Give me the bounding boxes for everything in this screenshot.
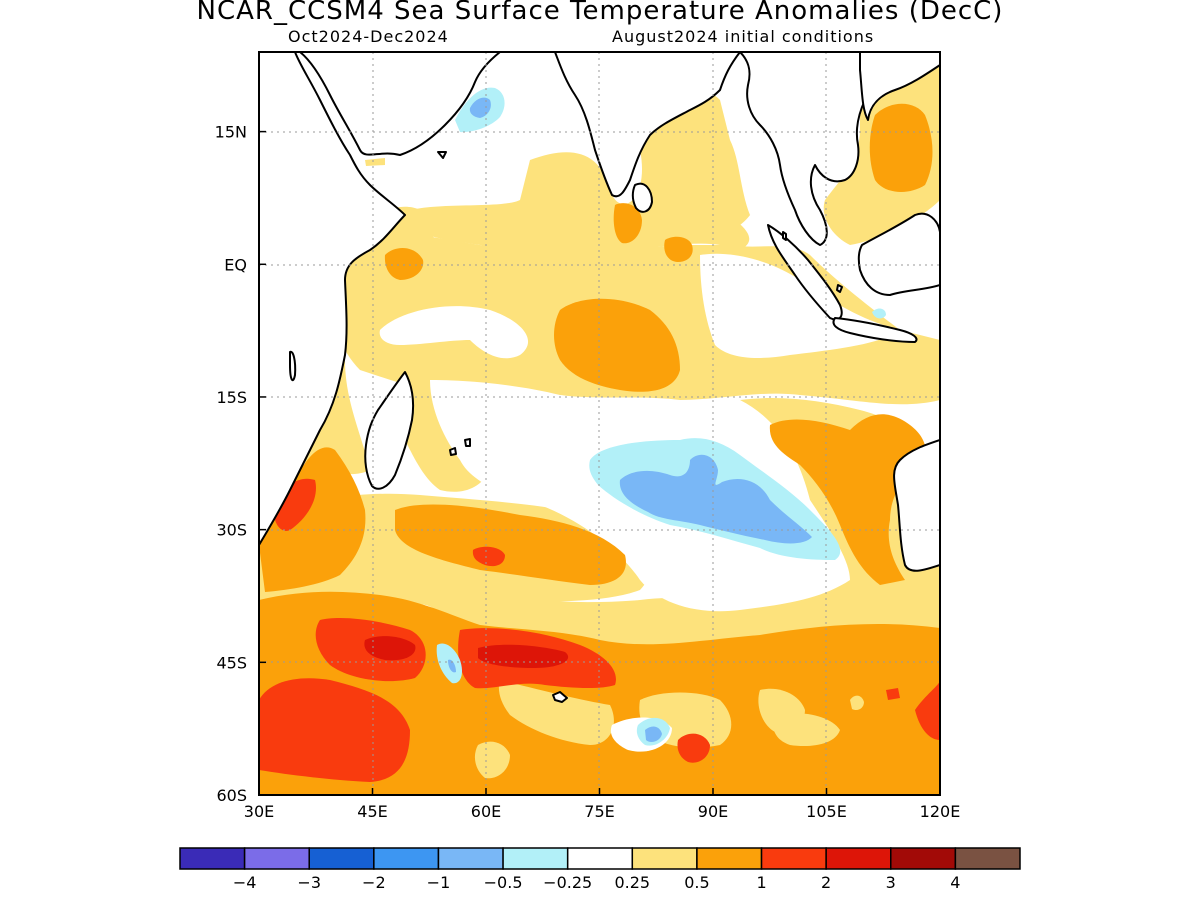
colorbar-swatch — [696, 847, 763, 870]
grid-lines — [259, 52, 940, 795]
east-africa-landmass — [259, 52, 406, 546]
central-equatorial-warm-patch — [554, 298, 680, 392]
y-tick-label: 30S — [216, 521, 247, 540]
south-china-sea-warm-patch — [869, 103, 933, 192]
java-island — [832, 317, 918, 343]
x-tick-label: 90E — [698, 802, 728, 821]
colorbar-swatch — [890, 847, 957, 870]
sri-lanka-island — [631, 182, 653, 213]
colorbar: −4 −3 −2 −1 −0.5 −0.25 0.25 0.5 1 2 3 4 — [179, 847, 1021, 892]
colorbar-label: 4 — [950, 873, 960, 892]
colorbar-label: −0.5 — [484, 873, 523, 892]
colorbar-swatch — [954, 847, 1021, 870]
western-equatorial-warm-patch — [384, 248, 424, 280]
colorbar-label: −0.25 — [543, 873, 592, 892]
bay-of-bengal-neutral — [720, 100, 774, 215]
initial-conditions: August2024 initial conditions — [612, 27, 875, 46]
map-title: NCAR_CCSM4 Sea Surface Temperature Anoma… — [196, 0, 1004, 26]
andaman-islands — [782, 231, 787, 241]
western-equatorial-neutral — [379, 306, 529, 359]
african-coast-warm-region — [259, 447, 366, 592]
subtropical-strong-warm-patch — [472, 546, 505, 567]
colorbar-label: −3 — [297, 873, 321, 892]
colorbar-swatch — [825, 847, 892, 870]
x-tick-label: 60E — [471, 802, 501, 821]
southeast-asia-landmass — [739, 52, 869, 246]
y-tick-label: EQ — [224, 255, 247, 274]
x-tick-label: 120E — [920, 802, 961, 821]
indochina-landmass — [859, 52, 940, 121]
colorbar-swatch — [760, 847, 827, 870]
coastlines — [259, 52, 940, 703]
colorbar-label: 3 — [886, 873, 896, 892]
kerguelen-island — [552, 691, 568, 703]
colorbar-swatch — [243, 847, 310, 870]
borneo-island — [857, 212, 940, 296]
colorbar-label: 0.5 — [684, 873, 709, 892]
south-cool-patch-core — [645, 726, 662, 742]
y-tick-label: 45S — [216, 653, 247, 672]
colorbar-swatch — [308, 847, 375, 870]
colorbar-swatch — [631, 847, 698, 870]
mauritius-island — [449, 447, 457, 456]
y-tick-label: 15N — [215, 123, 247, 142]
mild-patch-5 — [474, 741, 510, 779]
red-sea-anomaly — [365, 158, 385, 166]
southern-strong-warm-patch-east — [677, 733, 710, 763]
australia-landmass — [893, 439, 940, 572]
java-sea-cool-patch — [872, 308, 886, 319]
colorbar-label: −4 — [233, 873, 257, 892]
red-sea-island — [437, 151, 447, 159]
very-strong-warm-patch-west — [364, 636, 416, 661]
y-tick-label: 60S — [216, 786, 247, 805]
india-landmass — [554, 52, 741, 198]
y-tick-label: 15S — [216, 388, 247, 407]
colorbar-swatch — [566, 847, 634, 870]
colorbar-label: 2 — [821, 873, 831, 892]
small-strong-warm-patch — [886, 688, 900, 700]
forecast-period: Oct2024-Dec2024 — [288, 27, 449, 46]
x-axis: 30E 45E 60E 75E 90E 105E 120E — [244, 788, 961, 821]
mild-patch-6 — [850, 695, 864, 711]
southern-ocean-mild-patches — [474, 680, 864, 779]
colorbar-label: −2 — [362, 873, 386, 892]
y-axis: 15N EQ 15S 30S 45S 60S — [215, 123, 266, 805]
colorbar-swatch — [179, 847, 246, 870]
cool-region-medium — [619, 454, 812, 544]
mild-patch-1 — [498, 680, 614, 745]
x-tick-label: 45E — [357, 802, 387, 821]
colorbar-label: 1 — [756, 873, 766, 892]
africa-arabia-landmass — [259, 52, 501, 156]
southwest-strong-warm-region — [259, 678, 410, 782]
far-east-strong-warm-patch — [915, 680, 940, 740]
colorbar-swatch — [437, 847, 504, 870]
nicobar-islands — [836, 284, 843, 293]
southeast-warm-region — [769, 414, 926, 585]
colorbar-swatch — [373, 847, 440, 870]
sri-lanka-warm-patch — [613, 203, 642, 244]
reunion-island — [464, 438, 471, 447]
mild-patch-4 — [773, 713, 840, 747]
madagascar-island — [364, 371, 415, 490]
comoros-island — [289, 350, 297, 382]
x-tick-label: 105E — [806, 802, 847, 821]
x-tick-label: 75E — [584, 802, 614, 821]
eastern-equatorial-warm-patch — [664, 236, 693, 262]
x-tick-label: 30E — [244, 802, 274, 821]
colorbar-label: 0.25 — [614, 873, 650, 892]
north-arabian-sea-anomaly — [400, 118, 750, 257]
colorbar-label: −1 — [427, 873, 451, 892]
anomaly-field — [259, 52, 940, 795]
southern-ocean-warm-band — [259, 591, 940, 795]
negative-anomalies — [436, 87, 886, 746]
colorbar-swatch — [502, 847, 569, 870]
anomaly-band-0.5-1 — [259, 103, 940, 795]
subtropical-warm-band — [395, 504, 626, 585]
southern-cool-patch-core — [448, 659, 456, 673]
